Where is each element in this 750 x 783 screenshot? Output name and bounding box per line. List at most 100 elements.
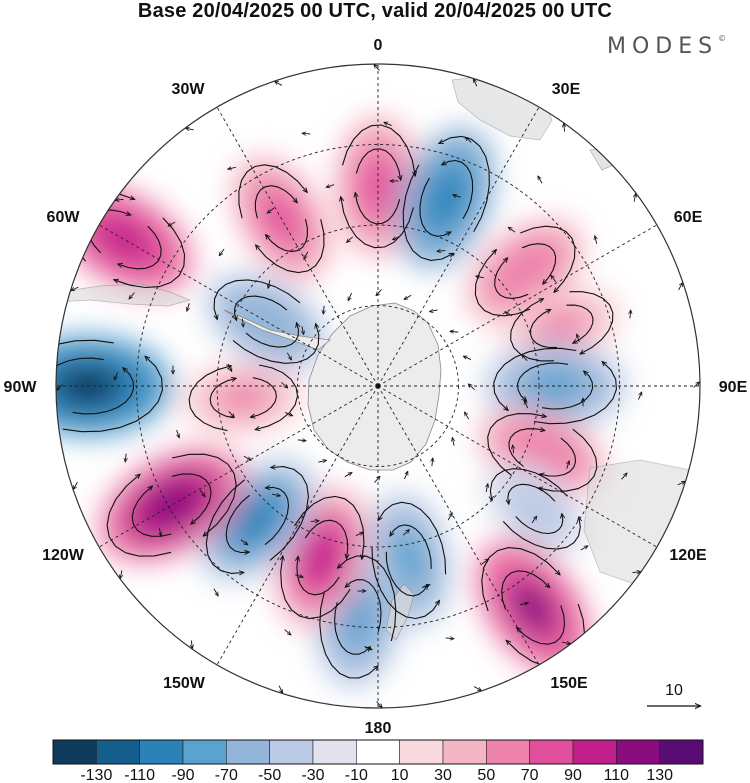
wind-vector <box>693 382 700 388</box>
anomaly-contour <box>537 310 586 343</box>
wind-vector <box>302 326 304 334</box>
map-disc <box>56 64 700 708</box>
colorbar-swatch <box>312 739 357 765</box>
wind-vector <box>199 489 205 496</box>
label-90w: 90W <box>4 379 38 396</box>
streamline <box>346 579 382 632</box>
wind-vector <box>630 310 631 319</box>
wind-vector <box>286 352 291 360</box>
colorbar-swatch <box>139 739 184 765</box>
streamline <box>334 602 371 655</box>
wind-vector <box>638 392 641 400</box>
wind-vector <box>450 331 459 332</box>
wind-vector <box>474 79 478 87</box>
wind-vector <box>453 195 461 197</box>
wind-vector <box>481 559 488 565</box>
streamline <box>281 556 351 620</box>
streamline <box>378 501 447 575</box>
streamline <box>510 299 554 362</box>
streamline <box>385 551 427 597</box>
label-30w: 30W <box>172 81 206 98</box>
label-150e: 150E <box>550 675 588 692</box>
colorbar-tick-label: 50 <box>477 767 495 783</box>
wind-vector <box>421 585 430 588</box>
latitude-circle <box>216 224 540 548</box>
colorbar-swatch <box>572 739 617 765</box>
streamline <box>304 519 348 558</box>
anomaly-contour <box>217 382 269 414</box>
wind-vector <box>242 318 243 327</box>
streamline <box>371 546 439 620</box>
streamline <box>530 310 558 349</box>
streamlines <box>56 65 700 708</box>
colorbar-frame <box>52 739 704 765</box>
wind-vector <box>520 603 528 605</box>
wind-vector <box>318 460 326 462</box>
south-america <box>57 283 192 307</box>
colorbar-tick-label: -50 <box>258 767 281 783</box>
colorbar-swatch <box>529 739 574 765</box>
wind-vector <box>595 236 597 244</box>
anomaly-contour <box>426 169 466 227</box>
streamline <box>487 413 546 477</box>
wind-vector <box>284 412 292 415</box>
wind-vector <box>404 472 407 480</box>
wind-vector <box>268 280 270 288</box>
colorbar-tick-label: 130 <box>646 767 673 783</box>
wind-vector <box>393 235 401 239</box>
brand-mark: © <box>718 34 727 43</box>
wind-vector <box>120 570 122 578</box>
streamline <box>209 378 236 419</box>
wind-vector <box>228 410 234 417</box>
wind-vector <box>452 438 454 446</box>
wind-vector <box>228 167 236 169</box>
colorbar-tick-label: 110 <box>604 767 630 783</box>
graticule <box>56 64 700 708</box>
streamline <box>419 177 451 237</box>
streamline <box>341 124 416 176</box>
wind-vector <box>469 384 475 390</box>
wind-vector <box>310 521 319 522</box>
antarctica <box>307 302 442 471</box>
anomaly-contour <box>234 495 281 545</box>
streamline <box>235 295 288 320</box>
wind-vector <box>295 575 303 577</box>
anomaly-contour <box>514 490 557 528</box>
streamline <box>269 467 309 561</box>
wind-vector <box>278 685 282 693</box>
streamline <box>56 357 104 405</box>
wind-vector <box>302 133 311 134</box>
anomaly-contour <box>516 434 568 471</box>
label-120w: 120W <box>42 547 85 564</box>
label-180: 180 <box>365 720 392 737</box>
anomaly-contour <box>96 217 152 262</box>
australia <box>583 459 700 587</box>
streamline <box>566 304 594 343</box>
colorbar-swatch <box>182 739 227 765</box>
streamline <box>266 218 308 253</box>
colorbar-swatch <box>52 739 97 765</box>
wind-vector <box>551 276 557 283</box>
wind-vector <box>187 303 189 311</box>
modes-logo: MODES© <box>607 34 726 59</box>
wind-vector <box>445 638 454 639</box>
wind-vector <box>348 292 352 300</box>
wind-vector <box>177 429 180 438</box>
label-60e: 60E <box>674 209 703 226</box>
wind-vector <box>562 642 570 644</box>
streamline <box>131 486 172 537</box>
colorbar: -130 -110 -90 -70 -50 -30 -10 10 30 50 70 90 110 130 <box>52 739 704 783</box>
label-150w: 150W <box>163 675 206 692</box>
streamline <box>256 364 299 430</box>
streamline <box>256 219 325 274</box>
wind-vector <box>364 646 371 649</box>
streamline <box>225 494 249 552</box>
wind-vector <box>355 532 363 537</box>
antarctic-peninsula <box>223 309 331 351</box>
streamline <box>188 366 231 432</box>
wind-vector <box>505 312 513 317</box>
wind-vector <box>284 629 291 635</box>
colorbar-swatch <box>356 739 400 765</box>
wind-vector <box>159 528 161 536</box>
colorbar-swatch <box>616 739 660 765</box>
